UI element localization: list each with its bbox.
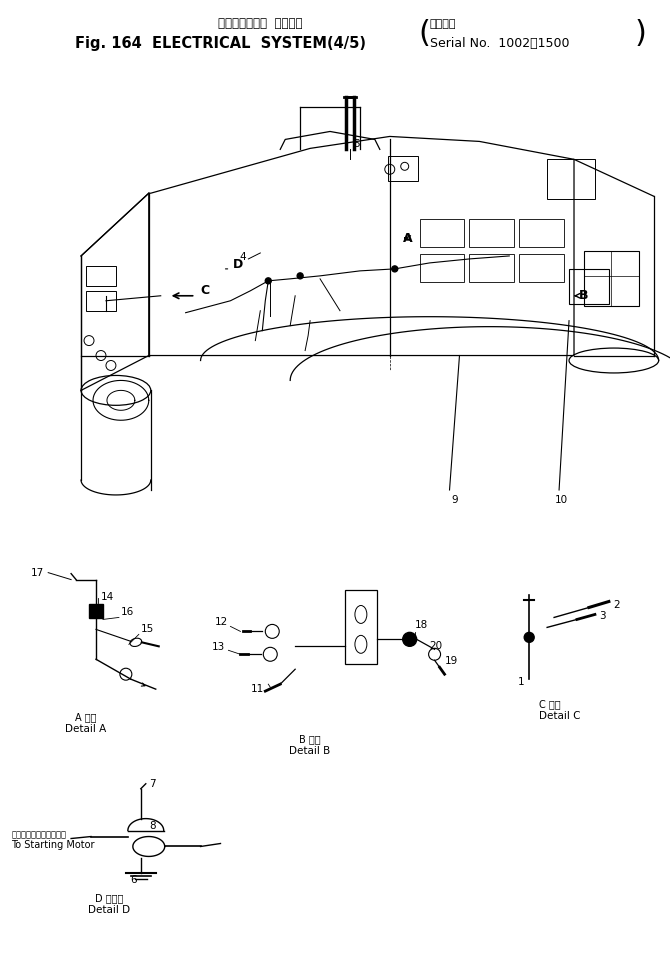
Text: 5: 5 — [353, 139, 360, 150]
Bar — [584, 251, 639, 306]
Circle shape — [524, 632, 534, 643]
Bar — [470, 254, 514, 282]
Bar — [89, 604, 103, 619]
Text: スターティングモータへ: スターティングモータへ — [11, 830, 66, 839]
Text: (: ( — [419, 19, 431, 48]
Bar — [519, 219, 564, 247]
Text: C: C — [201, 285, 209, 297]
Text: 20: 20 — [429, 642, 443, 651]
Text: 1: 1 — [518, 677, 525, 687]
Text: 10: 10 — [554, 495, 568, 505]
Text: 8: 8 — [149, 820, 156, 831]
Text: 13: 13 — [212, 643, 225, 652]
Text: Detail B: Detail B — [289, 746, 331, 756]
Text: ): ) — [635, 19, 647, 48]
Text: A: A — [403, 232, 413, 244]
Text: 19: 19 — [445, 656, 458, 666]
Circle shape — [265, 278, 271, 284]
Text: 15: 15 — [141, 624, 154, 634]
Text: 7: 7 — [149, 779, 156, 788]
Text: C 詳細: C 詳細 — [539, 699, 561, 709]
Circle shape — [392, 266, 398, 272]
Bar — [419, 254, 464, 282]
Text: エレクトリカル  システム: エレクトリカル システム — [218, 17, 303, 31]
Text: Serial No.  1002～1500: Serial No. 1002～1500 — [429, 38, 569, 50]
Text: D: D — [232, 259, 243, 271]
Text: 18: 18 — [415, 620, 428, 630]
Text: B 詳細: B 詳細 — [299, 734, 321, 744]
Bar — [86, 290, 116, 311]
Text: Detail D: Detail D — [88, 905, 130, 915]
Circle shape — [403, 632, 417, 647]
Text: 11: 11 — [250, 684, 264, 694]
Text: 6: 6 — [131, 875, 137, 885]
Bar — [86, 266, 116, 286]
Bar — [345, 590, 377, 664]
Text: B: B — [579, 290, 588, 302]
Bar — [519, 254, 564, 282]
Text: D 詳細図: D 詳細図 — [95, 894, 123, 903]
Text: 14: 14 — [101, 592, 114, 601]
Text: A 詳細: A 詳細 — [75, 712, 97, 722]
Text: Detail A: Detail A — [65, 724, 107, 734]
Text: 12: 12 — [215, 618, 228, 627]
Text: 17: 17 — [32, 567, 44, 578]
Bar — [419, 219, 464, 247]
Bar — [388, 156, 417, 181]
Bar — [470, 219, 514, 247]
Text: 16: 16 — [121, 607, 134, 618]
Text: 2: 2 — [613, 600, 619, 611]
Text: 9: 9 — [451, 495, 458, 505]
Circle shape — [297, 273, 303, 279]
Text: 適用号機: 適用号機 — [429, 19, 456, 29]
Text: To Starting Motor: To Starting Motor — [11, 841, 95, 850]
Text: 4: 4 — [240, 252, 246, 262]
Text: 3: 3 — [599, 612, 605, 621]
Bar — [547, 159, 595, 199]
Text: Detail C: Detail C — [539, 711, 580, 721]
Text: Fig. 164  ELECTRICAL  SYSTEM(4/5): Fig. 164 ELECTRICAL SYSTEM(4/5) — [75, 37, 366, 51]
Bar — [569, 269, 609, 304]
